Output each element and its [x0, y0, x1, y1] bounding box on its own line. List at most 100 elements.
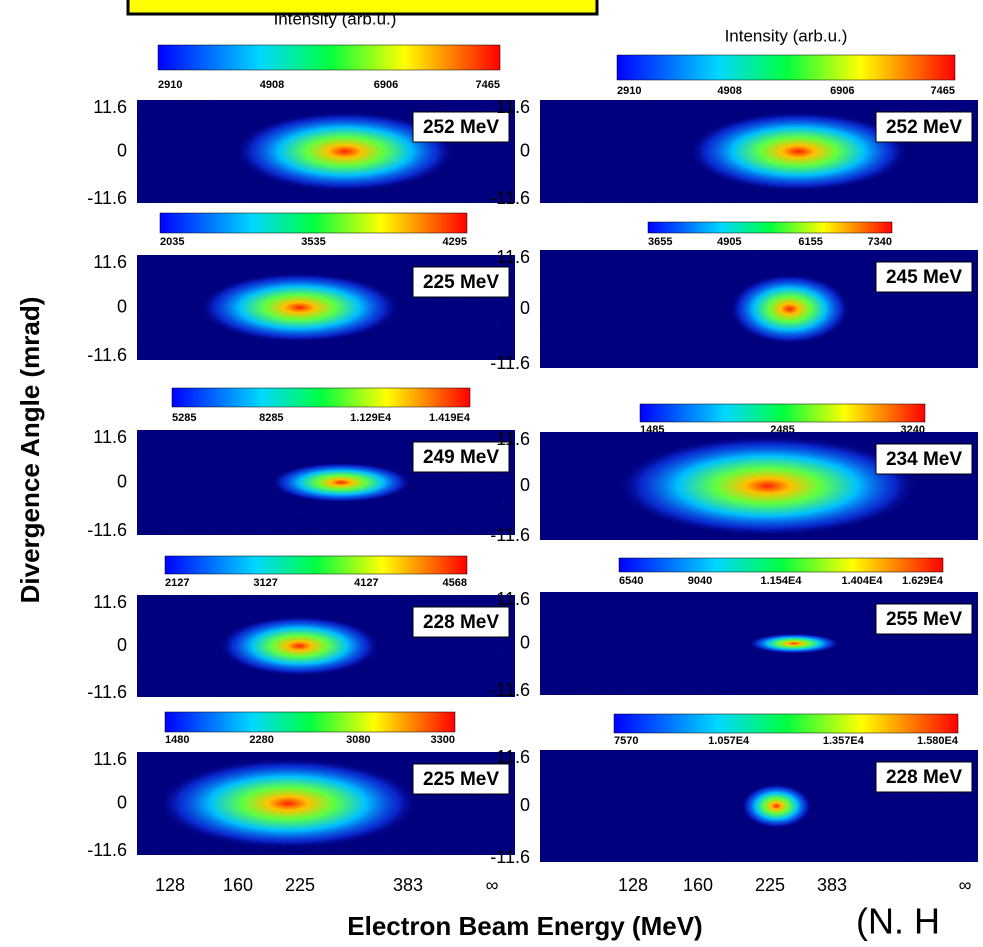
y-tick-label: 11.6 [496, 747, 530, 767]
energy-box [412, 606, 510, 638]
energy-box [875, 761, 973, 793]
colorbar-tick-label: 4127 [354, 577, 378, 589]
electron-beam [617, 436, 918, 536]
x-tick-label: 160 [683, 875, 713, 895]
colorbar [639, 403, 926, 423]
y-tick-label: 11.6 [93, 592, 127, 612]
x-tick-label: 383 [393, 875, 423, 895]
x-axis-label: Electron Beam Energy (MeV) [347, 911, 702, 941]
colorbar-tick-label: 4295 [443, 236, 467, 248]
y-tick-label: 0 [117, 635, 127, 655]
energy-label: 249 MeV [423, 447, 499, 468]
energy-label: 252 MeV [886, 117, 962, 138]
electron-beam [219, 616, 380, 676]
y-tick-label: -11.6 [87, 840, 127, 860]
colorbar-tick-label: 1.629E4 [902, 575, 944, 587]
y-tick-label: -11.6 [87, 188, 127, 208]
colorbar [613, 713, 959, 734]
y-tick-label: 11.6 [93, 427, 127, 447]
colorbar-tick-label: 1.129E4 [350, 412, 392, 424]
colorbar-tick-label: 5285 [172, 412, 196, 424]
citation: (N. H [856, 901, 940, 942]
energy-box [412, 111, 510, 143]
electron-beam [741, 784, 812, 828]
x-tick-label: 160 [223, 875, 253, 895]
energy-label: 234 MeV [886, 449, 962, 470]
colorbar [164, 711, 456, 733]
y-tick-label: 11.6 [496, 589, 530, 609]
x-tick-label: ∞ [486, 875, 499, 895]
colorbar [164, 555, 468, 575]
colorbar-tick-label: 1.580E4 [917, 735, 959, 747]
colorbar [618, 557, 944, 573]
y-tick-label: -11.6 [490, 525, 530, 545]
x-tick-label: 225 [755, 875, 785, 895]
colorbar-tick-label: 7340 [868, 236, 892, 248]
colorbar-tick-label: 2035 [160, 236, 184, 248]
energy-box [412, 266, 510, 298]
colorbar-tick-label: 8285 [259, 412, 283, 424]
y-tick-label: -11.6 [87, 520, 127, 540]
colorbar-tick-label: 7465 [931, 85, 955, 97]
electron-beam [199, 272, 400, 343]
energy-label: 225 MeV [423, 769, 499, 790]
y-tick-label: -11.6 [87, 682, 127, 702]
energy-label: 255 MeV [886, 609, 962, 630]
colorbar-tick-label: 4908 [260, 79, 284, 91]
energy-box [875, 443, 973, 475]
colorbar-tick-label: 1.404E4 [842, 575, 884, 587]
y-tick-label: 0 [520, 140, 530, 160]
x-tick-label: 128 [155, 875, 185, 895]
colorbar-tick-label: 3080 [346, 734, 370, 746]
colorbar-title: Intensity (arb.u.) [725, 26, 848, 45]
colorbar [647, 221, 893, 234]
colorbar-tick-label: 4905 [717, 236, 741, 248]
colorbar-tick-label: 1.357E4 [823, 735, 865, 747]
colorbar-tick-label: 3300 [431, 734, 455, 746]
energy-label: 245 MeV [886, 267, 962, 288]
energy-label: 252 MeV [423, 117, 499, 138]
x-tick-label: ∞ [959, 875, 972, 895]
y-tick-label: 11.6 [496, 247, 530, 267]
colorbar [171, 387, 471, 408]
y-tick-label: 0 [520, 632, 530, 652]
energy-box [412, 763, 510, 795]
colorbar-tick-label: 3655 [648, 236, 672, 248]
y-axis-label: Divergence Angle (mrad) [15, 297, 45, 604]
y-tick-label: -11.6 [490, 680, 530, 700]
colorbar-tick-label: 7570 [614, 735, 638, 747]
colorbar-tick-label: 6906 [830, 85, 854, 97]
colorbar-tick-label: 4568 [443, 577, 467, 589]
colorbar [616, 54, 956, 81]
y-tick-label: 0 [520, 795, 530, 815]
electron-beam [271, 462, 412, 503]
electron-beam [158, 758, 419, 849]
x-tick-label: 383 [817, 875, 847, 895]
electron-beam [688, 111, 909, 192]
energy-box [875, 261, 973, 293]
colorbar-tick-label: 7465 [476, 79, 500, 91]
y-tick-label: 0 [117, 296, 127, 316]
electron-beam [749, 633, 840, 654]
y-tick-label: -11.6 [490, 847, 530, 867]
y-tick-label: 11.6 [93, 97, 127, 117]
electron-beam [729, 274, 850, 344]
y-tick-label: -11.6 [490, 353, 530, 373]
colorbar [157, 44, 501, 71]
colorbar-tick-label: 4908 [717, 85, 741, 97]
colorbar-tick-label: 1480 [165, 734, 189, 746]
energy-label: 228 MeV [423, 612, 499, 633]
energy-box [875, 603, 973, 635]
header-box [126, 0, 599, 16]
colorbar-tick-label: 9040 [688, 575, 712, 587]
colorbar-tick-label: 1.419E4 [429, 412, 471, 424]
x-tick-label: 225 [285, 875, 315, 895]
energy-box [875, 111, 973, 143]
colorbar-tick-label: 2910 [617, 85, 641, 97]
energy-box [412, 441, 510, 473]
y-tick-label: -11.6 [490, 188, 530, 208]
y-tick-label: 11.6 [496, 97, 530, 117]
colorbar-tick-label: 6155 [798, 236, 822, 248]
colorbar-tick-label: 3127 [253, 577, 277, 589]
